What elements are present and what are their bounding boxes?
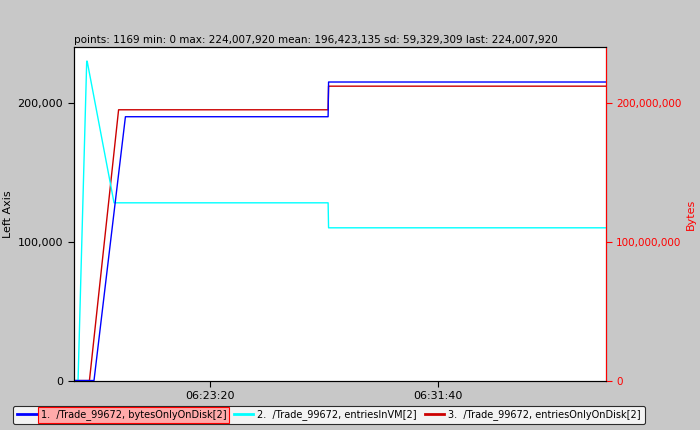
Text: points: 1169 min: 0 max: 224,007,920 mean: 196,423,135 sd: 59,329,309 last: 224,: points: 1169 min: 0 max: 224,007,920 mea… [74, 35, 557, 45]
Legend: 1.  /Trade_99672, bytesOnlyOnDisk[2], 2.  /Trade_99672, entriesInVM[2], 3.  /Tra: 1. /Trade_99672, bytesOnlyOnDisk[2], 2. … [13, 405, 645, 424]
Y-axis label: Left Axis: Left Axis [4, 190, 13, 238]
Y-axis label: Bytes: Bytes [685, 198, 696, 230]
